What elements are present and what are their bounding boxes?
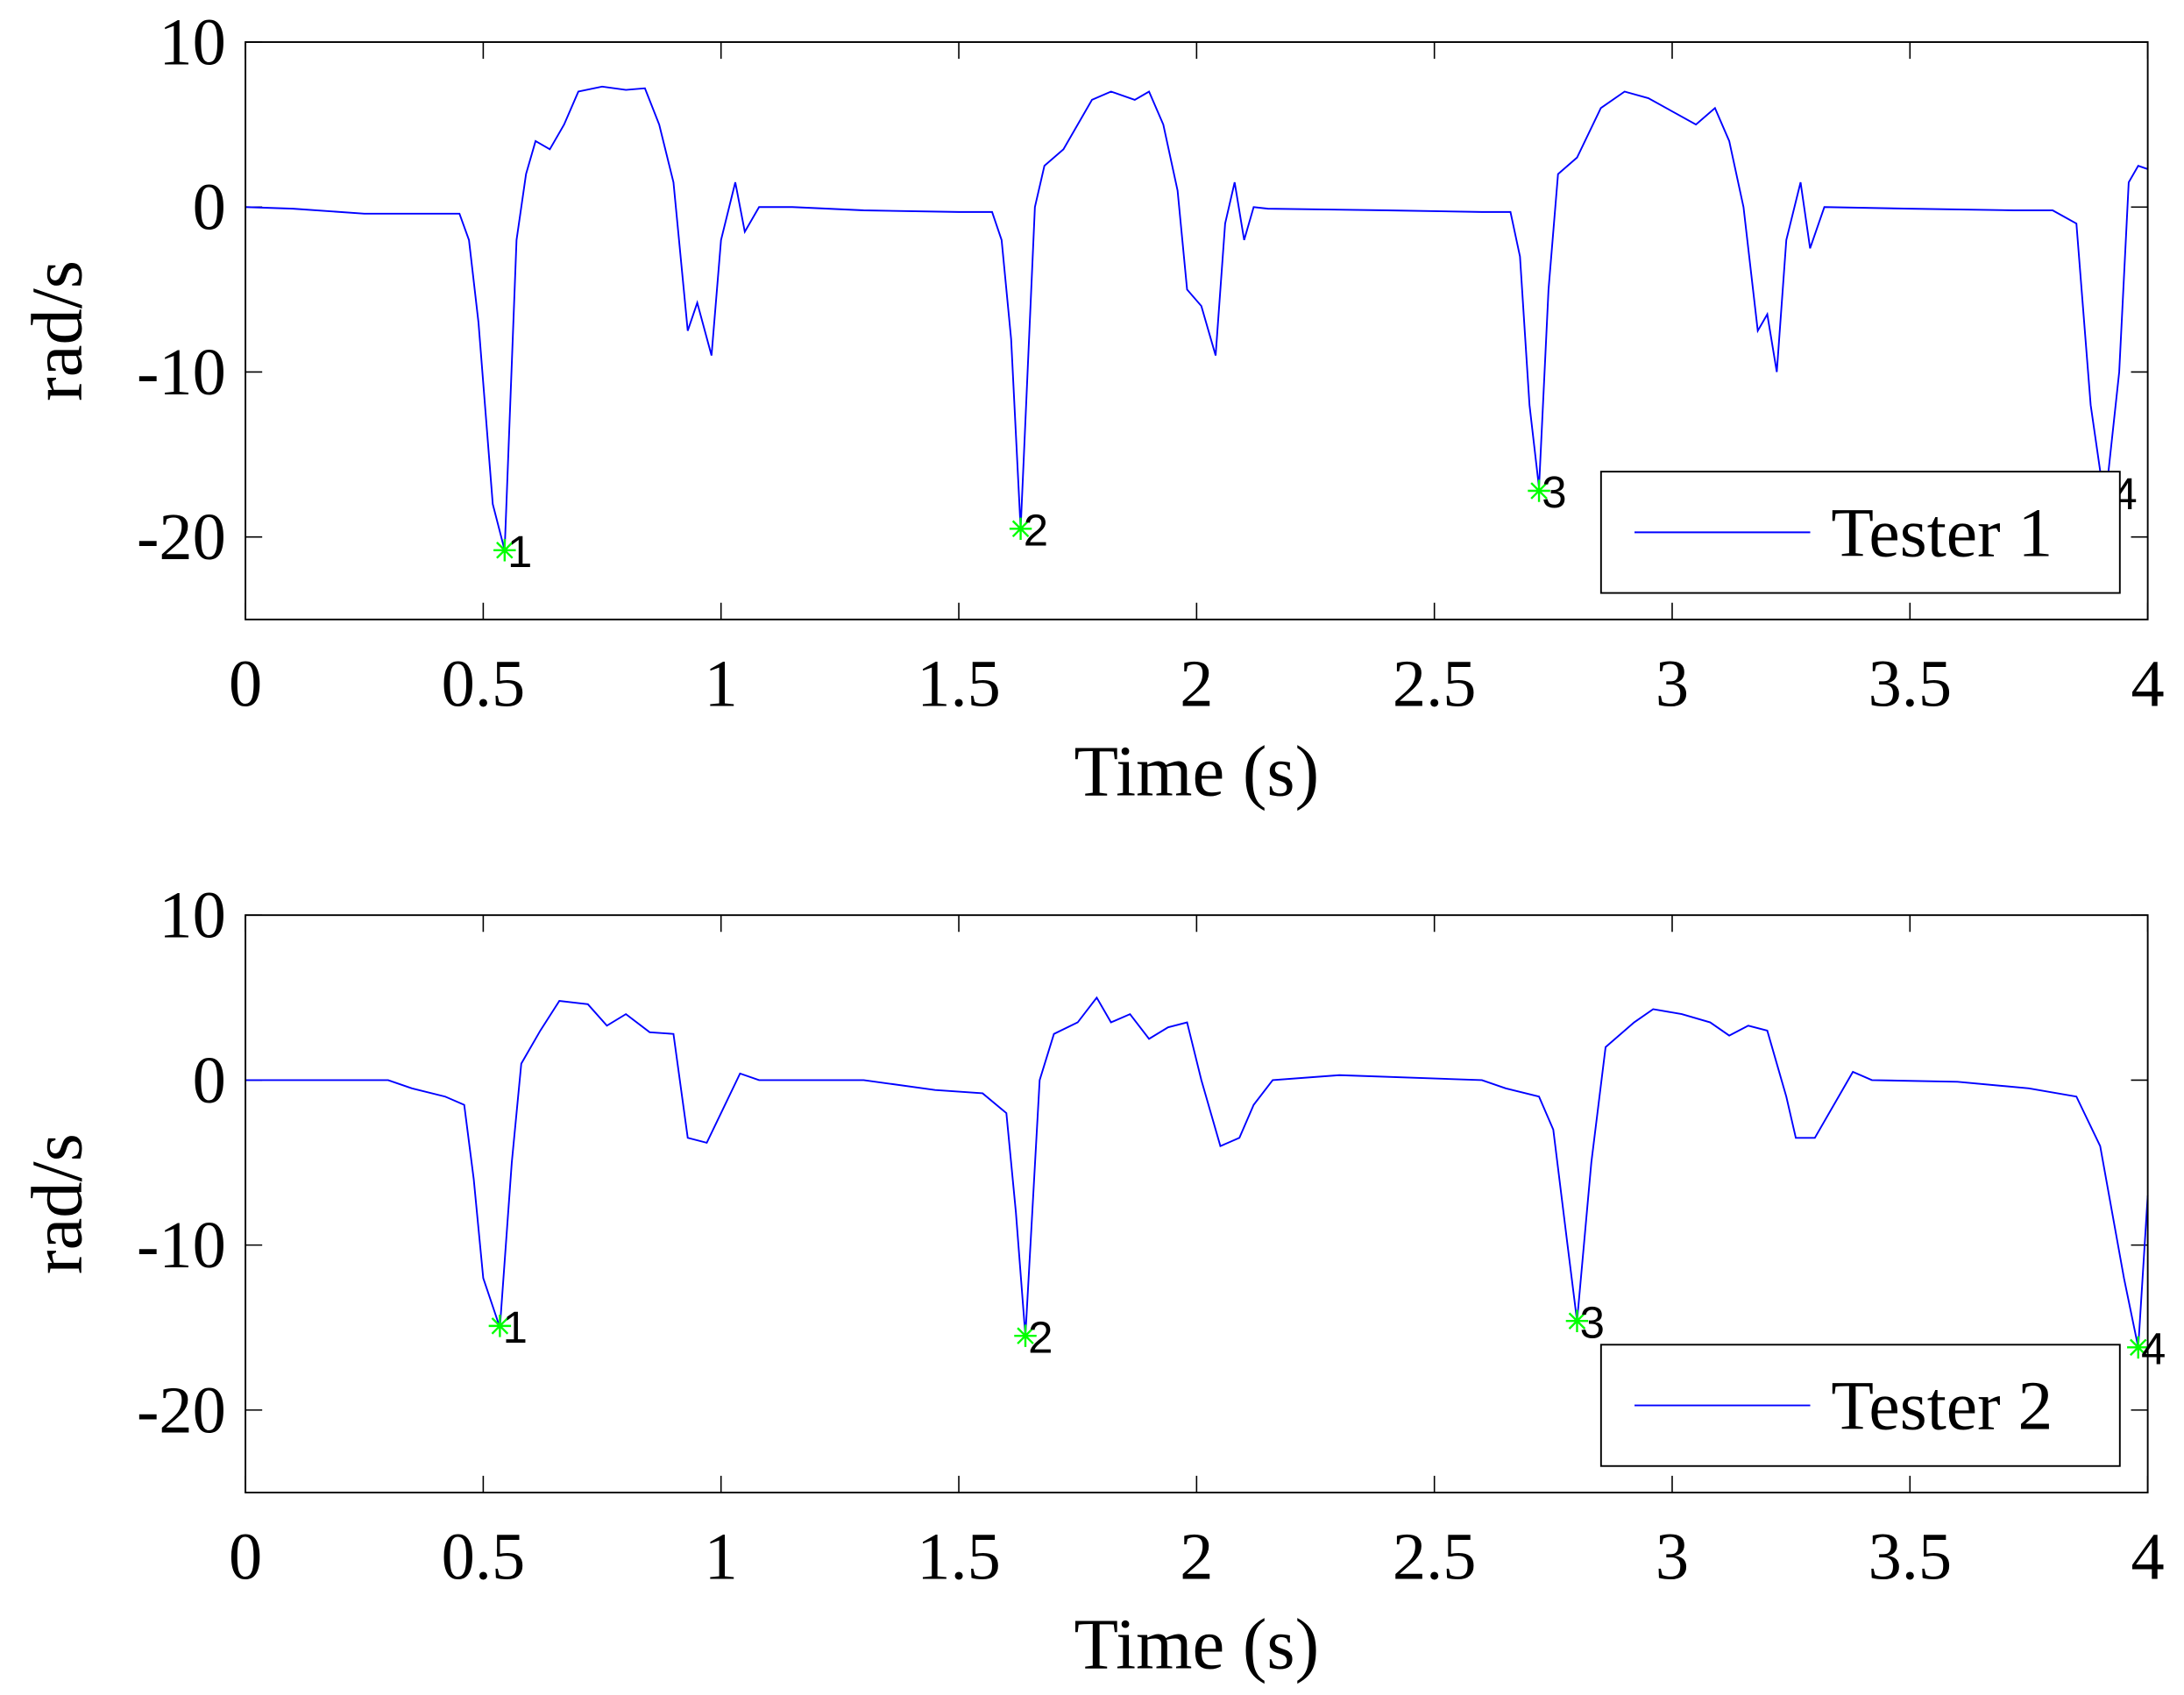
peak-label: 1 — [503, 1302, 528, 1352]
legend-label: Tester 2 — [1831, 1368, 2053, 1445]
y-axis-label: rad/s — [16, 1133, 96, 1274]
peak-marker — [493, 539, 516, 562]
x-tick-label: 3.5 — [1868, 646, 1952, 720]
axes-frame — [245, 914, 2149, 1493]
y-tick-label: -10 — [137, 1208, 226, 1282]
x-tick-label: 3.5 — [1868, 1520, 1952, 1594]
axes: 0 0.5 1 1.5 2 2.5 3 3.5 4 -20 -10 0 10 Time (s) rad/s 1… — [16, 4, 2164, 811]
y-tick-label: 0 — [193, 170, 226, 245]
x-tick-label: 3 — [1656, 1520, 1689, 1594]
x-tick-label: 0.5 — [442, 646, 525, 720]
x-tick-label: 1 — [705, 1520, 738, 1594]
y-axis-label: rad/s — [16, 260, 96, 401]
peak-label: 2 — [1028, 1312, 1053, 1362]
data-line — [245, 85, 2148, 551]
x-tick-label: 0 — [229, 1520, 262, 1594]
axes: 0 0.5 1 1.5 2 2.5 3 3.5 4 -20 -10 0 10 Time (s) rad/s 1… — [16, 878, 2166, 1684]
y-tick-label: 0 — [193, 1043, 226, 1117]
x-tick-label: 2 — [1180, 1520, 1213, 1594]
x-axis-label: Time (s) — [1074, 730, 1320, 811]
peak-marker — [1009, 517, 1032, 541]
x-tick-label: 0 — [229, 646, 262, 720]
x-tick-label: 0.5 — [442, 1520, 525, 1594]
data-line — [245, 996, 2149, 1348]
x-tick-label: 1.5 — [917, 646, 1000, 720]
peak-label: 4 — [2141, 1323, 2166, 1373]
x-tick-label: 2.5 — [1393, 1520, 1476, 1594]
x-tick-label: 4 — [2131, 1520, 2165, 1594]
peak-label: 3 — [1580, 1297, 1605, 1347]
axes-frame — [245, 41, 2149, 621]
x-tick-label: 4 — [2131, 646, 2165, 720]
x-axis-label: Time (s) — [1074, 1603, 1320, 1684]
x-tick-label: 2.5 — [1393, 646, 1476, 720]
peak-marker — [1014, 1324, 1037, 1347]
peak-label: 2 — [1024, 505, 1048, 555]
y-tick-label: 10 — [159, 878, 225, 953]
y-tick-label: -20 — [137, 1372, 226, 1447]
legend-label: Tester 1 — [1831, 494, 2053, 571]
peak-marker — [488, 1315, 512, 1337]
peak-marker — [2127, 1336, 2150, 1359]
peak-marker — [1565, 1309, 1589, 1332]
y-tick-label: 10 — [159, 4, 225, 79]
x-tick-label: 3 — [1656, 646, 1689, 720]
y-tick-label: -10 — [137, 335, 226, 409]
x-tick-label: 1.5 — [917, 1520, 1000, 1594]
y-tick-label: -20 — [137, 500, 226, 574]
peak-label: 3 — [1542, 467, 1566, 517]
peak-marker — [1528, 479, 1550, 502]
peak-label: 1 — [507, 527, 532, 577]
x-tick-label: 2 — [1180, 646, 1213, 720]
x-tick-label: 1 — [705, 646, 738, 720]
